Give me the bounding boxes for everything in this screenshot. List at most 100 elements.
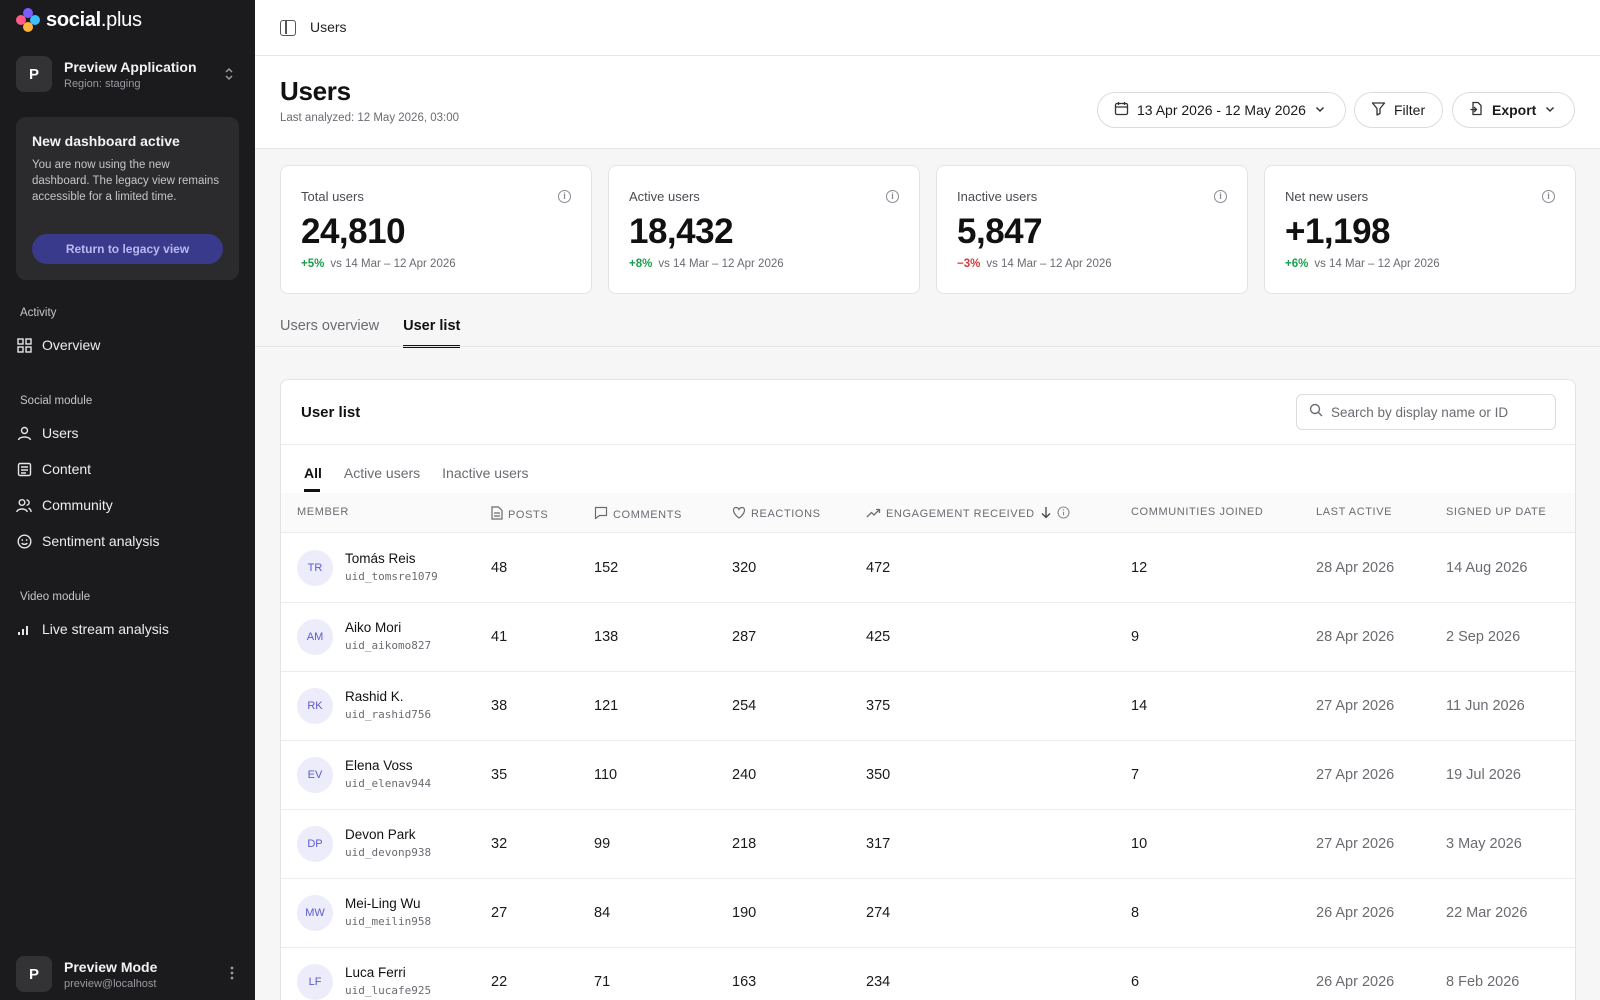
info-icon[interactable]: i — [1542, 190, 1555, 203]
app-name: Preview Application — [64, 58, 197, 75]
info-icon[interactable]: i — [886, 190, 899, 203]
member-name[interactable]: Elena Voss — [345, 758, 413, 773]
cell-posts: 35 — [491, 767, 508, 783]
sort-descending-icon[interactable] — [1040, 506, 1052, 522]
cell-communities: 6 — [1131, 974, 1140, 990]
app-switcher[interactable]: P Preview Application Region: staging — [16, 56, 244, 92]
cell-last-active: 27 Apr 2026 — [1316, 836, 1395, 852]
sidebar-item-users[interactable]: Users — [16, 419, 241, 447]
breadcrumb: Users — [310, 19, 347, 35]
stat-compare-period: vs 14 Mar – 12 Apr 2026 — [330, 258, 456, 270]
cell-reactions: 163 — [732, 974, 757, 990]
nav-section-social: Social module — [20, 395, 93, 407]
column-signed-up-date[interactable]: Signed up date — [1446, 506, 1546, 518]
cell-signed-up: 14 Aug 2026 — [1446, 560, 1528, 576]
stat-delta: +8% — [629, 258, 653, 270]
column-member[interactable]: Member — [297, 506, 349, 518]
filter-icon — [1371, 101, 1386, 119]
column-label: Comments — [613, 508, 682, 521]
sidebar-item-community[interactable]: Community — [16, 491, 241, 519]
cell-engagement: 425 — [866, 629, 891, 645]
column-label: Posts — [508, 508, 549, 521]
member-name[interactable]: Devon Park — [345, 827, 416, 842]
column-engagement-received[interactable]: Engagement received — [866, 506, 1070, 522]
date-range-picker[interactable]: 13 Apr 2026 - 12 May 2026 — [1097, 92, 1346, 128]
cell-posts: 27 — [491, 905, 508, 921]
tab-users-overview[interactable]: Users overview — [280, 318, 380, 334]
table-row[interactable]: LF Luca Ferri uid_lucafe925 22 71 163 234 6 26… — [281, 948, 1575, 1000]
table-row[interactable]: DP Devon Park uid_devonp938 32 99 218 317 10 2… — [281, 810, 1575, 879]
subtab-all[interactable]: All — [304, 465, 322, 492]
stat-card-net-new-users: Net new users i +1,198 +6% vs 14 Mar – 12… — [1264, 165, 1576, 294]
table-row[interactable]: EV Elena Voss uid_elenav944 35 110 240 350 7 2… — [281, 741, 1575, 810]
cell-comments: 84 — [594, 905, 611, 921]
sidebar-item-label: Sentiment analysis — [42, 533, 160, 549]
sidebar-toggle-icon[interactable] — [280, 20, 296, 36]
stat-card-inactive-users: Inactive users i 5,847 −3% vs 14 Mar – 12… — [936, 165, 1248, 294]
notice-body: You are now using the new dashboard. The… — [32, 159, 220, 203]
page-title: Users — [280, 76, 351, 106]
sidebar-item-sentiment-analysis[interactable]: Sentiment analysis — [16, 527, 241, 555]
cell-reactions: 190 — [732, 905, 757, 921]
more-vertical-icon[interactable] — [228, 966, 236, 980]
stat-label: Active users — [629, 189, 700, 204]
cell-posts: 41 — [491, 629, 508, 645]
member-name[interactable]: Aiko Mori — [345, 620, 402, 635]
user-avatar: P — [16, 956, 52, 992]
table-row[interactable]: AM Aiko Mori uid_aikomo827 41 138 287 425 9 28… — [281, 603, 1575, 672]
member-name[interactable]: Rashid K. — [345, 689, 404, 704]
stat-delta: +6% — [1285, 258, 1309, 270]
table-row[interactable]: RK Rashid K. uid_rashid756 38 121 254 375 14 2… — [281, 672, 1575, 741]
info-icon[interactable]: i — [558, 190, 571, 203]
member-name[interactable]: Luca Ferri — [345, 965, 406, 980]
member-id: uid_aikomo827 — [345, 639, 432, 652]
column-reactions[interactable]: Reactions — [732, 506, 821, 522]
column-last-active[interactable]: Last active — [1316, 506, 1392, 518]
cell-engagement: 274 — [866, 905, 891, 921]
stat-delta: +5% — [301, 258, 325, 270]
stat-value: 5,847 — [957, 212, 1043, 251]
cell-signed-up: 2 Sep 2026 — [1446, 629, 1521, 645]
brand-logo[interactable]: social.plus — [16, 6, 142, 34]
search-box[interactable] — [1296, 394, 1556, 430]
sidebar-item-overview[interactable]: Overview — [16, 331, 241, 359]
cell-signed-up: 22 Mar 2026 — [1446, 905, 1528, 921]
user-icon — [16, 425, 32, 441]
page-header: Users Last analyzed: 12 May 2026, 03:00 … — [255, 56, 1600, 149]
subtab-inactive-users[interactable]: Inactive users — [442, 465, 529, 481]
cell-last-active: 26 Apr 2026 — [1316, 974, 1395, 990]
sidebar-item-live-stream-analysis[interactable]: Live stream analysis — [16, 615, 241, 643]
stat-card-total-users: Total users i 24,810 +5% vs 14 Mar – 12 A… — [280, 165, 592, 294]
user-list-card: User list All Active users Inactive user… — [280, 379, 1576, 1000]
table-row[interactable]: MW Mei-Ling Wu uid_meilin958 27 84 190 274 8 2… — [281, 879, 1575, 948]
cell-reactions: 287 — [732, 629, 757, 645]
sidebar-item-label: Users — [42, 425, 79, 441]
column-comments[interactable]: Comments — [594, 506, 682, 523]
column-communities-joined[interactable]: Communities joined — [1131, 506, 1263, 518]
nav-section-activity: Activity — [20, 307, 57, 319]
table-row[interactable]: TR Tomás Reis uid_tomsre1079 48 152 320 472 1… — [281, 534, 1575, 603]
last-analyzed: Last analyzed: 12 May 2026, 03:00 — [280, 112, 460, 124]
member-id: uid_lucafe925 — [345, 984, 432, 997]
column-posts[interactable]: Posts — [491, 506, 548, 523]
info-icon[interactable]: i — [1214, 190, 1227, 203]
export-button[interactable]: Export — [1452, 92, 1575, 128]
search-icon — [1309, 403, 1323, 422]
avatar: EV — [297, 757, 333, 793]
cell-reactions: 320 — [732, 560, 757, 576]
return-to-legacy-button[interactable]: Return to legacy view — [32, 234, 223, 264]
cell-comments: 121 — [594, 698, 619, 714]
filter-button[interactable]: Filter — [1354, 92, 1443, 128]
cell-last-active: 28 Apr 2026 — [1316, 560, 1395, 576]
info-icon[interactable] — [1057, 506, 1070, 522]
search-input[interactable] — [1331, 404, 1541, 420]
member-name[interactable]: Tomás Reis — [345, 551, 416, 566]
tab-user-list[interactable]: User list — [403, 318, 461, 348]
export-icon — [1469, 101, 1484, 119]
member-name[interactable]: Mei-Ling Wu — [345, 896, 421, 911]
user-menu[interactable]: P Preview Mode preview@localhost — [16, 956, 244, 992]
cell-signed-up: 8 Feb 2026 — [1446, 974, 1520, 990]
subtab-active-users[interactable]: Active users — [343, 465, 421, 481]
cell-engagement: 375 — [866, 698, 891, 714]
sidebar-item-content[interactable]: Content — [16, 455, 241, 483]
